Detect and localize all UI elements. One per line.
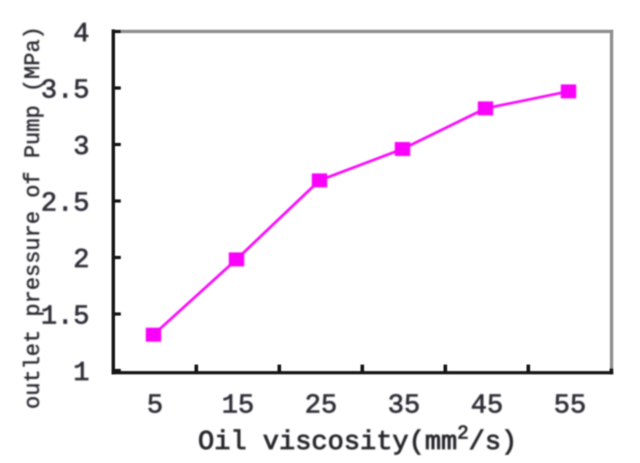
svg-text:35: 35: [388, 392, 420, 422]
svg-text:45: 45: [471, 392, 503, 422]
svg-text:3.5: 3.5: [41, 76, 90, 106]
svg-text:1: 1: [73, 359, 89, 389]
svg-text:3: 3: [73, 133, 89, 163]
svg-text:outlet pressure of Pump (MPa): outlet pressure of Pump (MPa): [21, 26, 46, 409]
svg-text:2.5: 2.5: [41, 189, 90, 219]
svg-text:Oil viscosity(mm2/s): Oil viscosity(mm2/s): [198, 423, 517, 458]
svg-text:1.5: 1.5: [41, 302, 90, 332]
svg-text:5: 5: [147, 392, 163, 422]
svg-text:4: 4: [73, 20, 89, 50]
svg-text:55: 55: [554, 392, 586, 422]
svg-text:2: 2: [73, 246, 89, 276]
svg-text:25: 25: [305, 392, 337, 422]
svg-text:15: 15: [222, 392, 254, 422]
